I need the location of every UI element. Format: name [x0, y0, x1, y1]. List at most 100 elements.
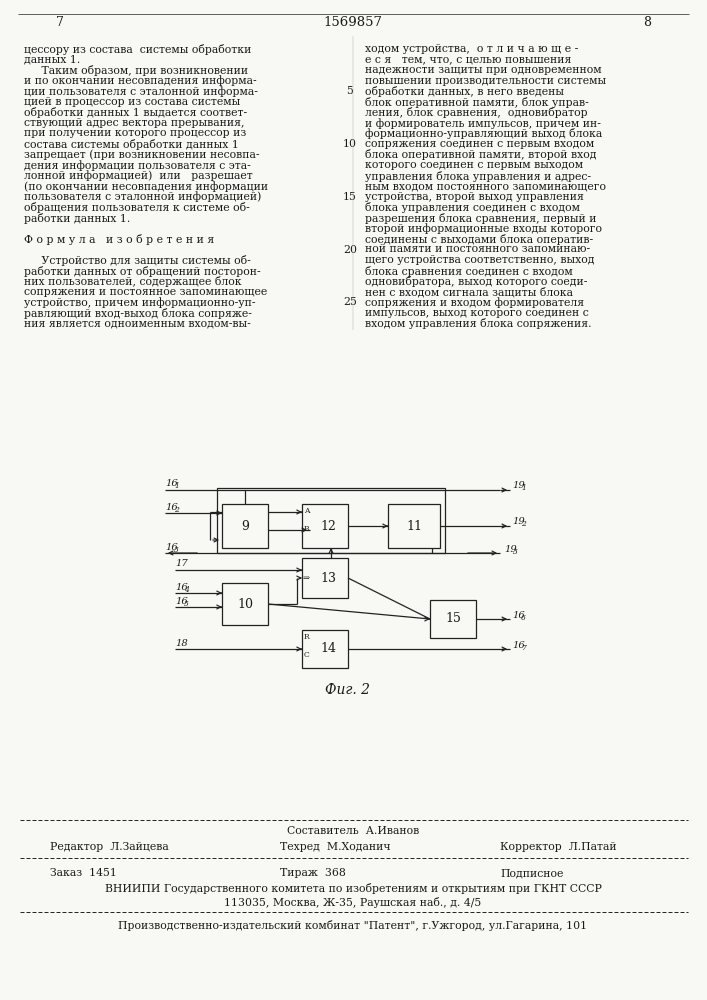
- Text: цией в процессор из состава системы: цией в процессор из состава системы: [24, 97, 240, 107]
- Text: 12: 12: [320, 520, 336, 532]
- Text: ления, блок сравнения,  одновибратор: ления, блок сравнения, одновибратор: [365, 107, 588, 118]
- Text: формационно-управляющий выход блока: формационно-управляющий выход блока: [365, 128, 602, 139]
- Text: 2: 2: [174, 506, 179, 514]
- Text: 16: 16: [175, 582, 188, 591]
- Text: Редактор  Л.Зайцева: Редактор Л.Зайцева: [50, 842, 169, 852]
- Text: 5: 5: [346, 86, 354, 96]
- Text: устройство, причем информационно-уп-: устройство, причем информационно-уп-: [24, 297, 255, 308]
- Text: Техред  М.Ходанич: Техред М.Ходанич: [280, 842, 391, 852]
- Text: Таким образом, при возникновении: Таким образом, при возникновении: [24, 65, 248, 76]
- Text: 5: 5: [184, 599, 189, 607]
- Text: 8: 8: [643, 15, 651, 28]
- Text: 16: 16: [165, 542, 177, 552]
- Text: 15: 15: [445, 612, 461, 626]
- Text: которого соединен с первым выходом: которого соединен с первым выходом: [365, 160, 583, 170]
- Text: сопряжения и постоянное запоминающее: сопряжения и постоянное запоминающее: [24, 287, 267, 297]
- Text: при получении которого процессор из: при получении которого процессор из: [24, 128, 246, 138]
- Bar: [430, 600, 476, 638]
- Text: нен с входом сигнала защиты блока: нен с входом сигнала защиты блока: [365, 287, 573, 297]
- Text: сопряжения и входом формирователя: сопряжения и входом формирователя: [365, 297, 584, 308]
- Text: одновибратора, выход которого соеди-: одновибратора, выход которого соеди-: [365, 276, 588, 287]
- Text: работки данных от обращений посторон-: работки данных от обращений посторон-: [24, 266, 261, 277]
- Bar: [217, 488, 445, 553]
- Text: 14: 14: [320, 643, 336, 656]
- Text: 7: 7: [521, 644, 526, 652]
- Text: повышении производительности системы: повышении производительности системы: [365, 76, 606, 86]
- Text: ⇒: ⇒: [303, 574, 310, 582]
- Bar: [222, 583, 268, 625]
- Text: е с я   тем, что, с целью повышения: е с я тем, что, с целью повышения: [365, 55, 571, 65]
- Text: ния является одноименным входом-вы-: ния является одноименным входом-вы-: [24, 318, 251, 328]
- Text: равляющий вход-выход блока сопряже-: равляющий вход-выход блока сопряже-: [24, 308, 252, 319]
- Text: запрещает (при возникновении несовпа-: запрещает (при возникновении несовпа-: [24, 149, 259, 160]
- Text: 18: 18: [175, 639, 188, 648]
- Text: 20: 20: [343, 245, 357, 255]
- Text: 19: 19: [504, 544, 517, 554]
- Bar: [222, 504, 268, 548]
- Text: Составитель  А.Иванов: Составитель А.Иванов: [287, 826, 419, 836]
- Text: 113035, Москва, Ж-35, Раушская наб., д. 4/5: 113035, Москва, Ж-35, Раушская наб., д. …: [224, 897, 481, 908]
- Text: 16: 16: [165, 480, 177, 488]
- Text: 9: 9: [241, 520, 249, 532]
- Text: 13: 13: [320, 572, 336, 584]
- Text: C: C: [304, 651, 310, 659]
- Text: блока управления соединен с входом: блока управления соединен с входом: [365, 202, 580, 213]
- Text: Ф о р м у л а   и з о б р е т е н и я: Ф о р м у л а и з о б р е т е н и я: [24, 234, 214, 245]
- Text: лонной информацией)  или   разрешает: лонной информацией) или разрешает: [24, 171, 252, 181]
- Bar: [302, 630, 348, 668]
- Text: Подписное: Подписное: [500, 868, 563, 878]
- Text: дения информации пользователя с эта-: дения информации пользователя с эта-: [24, 160, 251, 171]
- Text: 3: 3: [513, 548, 518, 556]
- Bar: [302, 504, 348, 548]
- Text: 10: 10: [237, 597, 253, 610]
- Bar: [302, 558, 348, 598]
- Text: 1: 1: [174, 483, 179, 490]
- Text: Корректор  Л.Патай: Корректор Л.Патай: [500, 842, 617, 852]
- Text: ной памяти и постоянного запоминаю-: ной памяти и постоянного запоминаю-: [365, 244, 590, 254]
- Text: управления блока управления и адрес-: управления блока управления и адрес-: [365, 171, 591, 182]
- Text: 11: 11: [406, 520, 422, 532]
- Text: обработки данных 1 выдается соответ-: обработки данных 1 выдается соответ-: [24, 107, 247, 118]
- Text: 16: 16: [512, 610, 525, 619]
- Text: устройства, второй выход управления: устройства, второй выход управления: [365, 192, 584, 202]
- Text: соединены с выходами блока оператив-: соединены с выходами блока оператив-: [365, 234, 593, 245]
- Text: блока оперативной памяти, второй вход: блока оперативной памяти, второй вход: [365, 149, 597, 160]
- Text: разрешения блока сравнения, первый и: разрешения блока сравнения, первый и: [365, 213, 597, 224]
- Text: 1: 1: [521, 485, 526, 492]
- Text: обращения пользователя к системе об-: обращения пользователя к системе об-: [24, 202, 250, 213]
- Text: A: A: [304, 507, 310, 515]
- Text: Фиг. 2: Фиг. 2: [325, 683, 370, 697]
- Text: Производственно-издательский комбинат "Патент", г.Ужгород, ул.Гагарина, 101: Производственно-издательский комбинат "П…: [119, 920, 588, 931]
- Text: B: B: [304, 525, 310, 533]
- Text: цессору из состава  системы обработки: цессору из состава системы обработки: [24, 44, 252, 55]
- Text: данных 1.: данных 1.: [24, 55, 81, 65]
- Text: Устройство для защиты системы об-: Устройство для защиты системы об-: [24, 255, 251, 266]
- Text: 16: 16: [512, 641, 525, 650]
- Text: входом управления блока сопряжения.: входом управления блока сопряжения.: [365, 318, 592, 329]
- Text: 3: 3: [174, 546, 179, 554]
- Text: них пользователей, содержащее блок: них пользователей, содержащее блок: [24, 276, 242, 287]
- Text: 15: 15: [343, 192, 357, 202]
- Text: блок оперативной памяти, блок управ-: блок оперативной памяти, блок управ-: [365, 97, 589, 108]
- Text: пользователя с эталонной информацией): пользователя с эталонной информацией): [24, 192, 262, 202]
- Text: ствующий адрес вектора прерывания,: ствующий адрес вектора прерывания,: [24, 118, 245, 128]
- Text: ным входом постоянного запоминающего: ным входом постоянного запоминающего: [365, 181, 606, 191]
- Text: (по окончании несовпадения информации: (по окончании несовпадения информации: [24, 181, 268, 192]
- Text: ции пользователя с эталонной информа-: ции пользователя с эталонной информа-: [24, 86, 258, 97]
- Text: сопряжения соединен с первым входом: сопряжения соединен с первым входом: [365, 139, 595, 149]
- Text: 4: 4: [184, 585, 189, 593]
- Text: R: R: [304, 633, 310, 641]
- Text: 17: 17: [175, 560, 188, 568]
- Text: состава системы обработки данных 1: состава системы обработки данных 1: [24, 139, 239, 150]
- Bar: [388, 504, 440, 548]
- Text: 16: 16: [175, 596, 188, 605]
- Text: 1569857: 1569857: [324, 15, 382, 28]
- Text: 6: 6: [521, 613, 526, 621]
- Text: 2: 2: [521, 520, 526, 528]
- Text: 10: 10: [343, 139, 357, 149]
- Text: 7: 7: [56, 15, 64, 28]
- Text: 25: 25: [343, 297, 357, 307]
- Text: Тираж  368: Тираж 368: [280, 868, 346, 878]
- Text: надежности защиты при одновременном: надежности защиты при одновременном: [365, 65, 602, 75]
- Text: 19: 19: [512, 518, 525, 526]
